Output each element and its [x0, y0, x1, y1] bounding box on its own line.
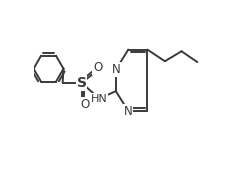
Text: O: O [93, 61, 102, 74]
Text: N: N [111, 63, 120, 76]
Text: S: S [77, 76, 87, 90]
Text: HN: HN [91, 94, 108, 104]
Text: O: O [80, 98, 89, 111]
Text: N: N [124, 105, 133, 118]
